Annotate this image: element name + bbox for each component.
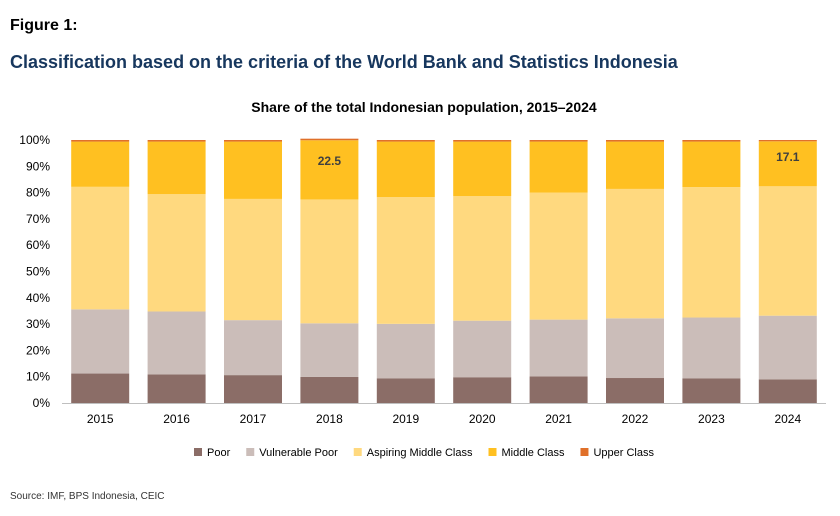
y-tick-label: 0%	[33, 396, 51, 410]
legend-swatch	[353, 448, 362, 456]
x-tick-label: 2016	[163, 412, 190, 426]
bar-segment	[606, 140, 664, 142]
legend-swatch	[246, 448, 255, 456]
bar-segment	[758, 315, 817, 380]
bar-segment	[758, 379, 817, 403]
bar-segment	[300, 199, 359, 324]
bar-segment	[376, 140, 435, 142]
bar-segment	[606, 188, 664, 319]
bar-segment	[224, 198, 282, 321]
data-label: 17.1	[776, 150, 800, 164]
bar-segment	[453, 320, 512, 378]
bar-segment	[453, 140, 512, 142]
bar-segment	[224, 140, 282, 142]
y-tick-label: 90%	[26, 159, 50, 173]
bar-segment	[71, 186, 130, 310]
bar-segment	[529, 319, 588, 377]
y-tick-label: 70%	[26, 212, 50, 226]
bar-segment	[529, 141, 588, 193]
x-tick-label: 2017	[240, 412, 267, 426]
y-tick-label: 80%	[26, 186, 50, 200]
stacked-bar-chart: Share of the total Indonesian population…	[19, 99, 826, 459]
legend-label: Aspiring Middle Class	[367, 447, 473, 459]
y-tick-label: 40%	[26, 291, 50, 305]
bar-segment	[606, 318, 664, 379]
legend: Poor Vulnerable Poor Aspiring Middle Class…	[194, 447, 654, 459]
bar-segment	[71, 141, 130, 187]
legend-swatch	[580, 448, 589, 456]
y-tick-label: 10%	[26, 370, 50, 384]
bar-segment	[376, 197, 435, 324]
data-label: 22.5	[318, 154, 342, 168]
bar-segment	[758, 140, 817, 142]
annotations: 22.5 17.1	[318, 150, 800, 168]
y-tick-label: 50%	[26, 265, 50, 279]
x-tick-label: 2022	[622, 412, 649, 426]
bar-segment	[606, 378, 664, 403]
bar-segment	[71, 309, 130, 374]
y-tick-label: 30%	[26, 317, 50, 331]
bar-segment	[606, 141, 664, 189]
bar-segment	[376, 141, 435, 198]
bars	[71, 138, 817, 403]
x-tick-label: 2023	[698, 412, 725, 426]
y-tick-label: 60%	[26, 238, 50, 252]
bar-segment	[529, 140, 588, 142]
bar-segment	[758, 141, 817, 187]
y-tick-label: 100%	[19, 133, 50, 147]
bar-segment	[71, 373, 130, 403]
legend-swatch	[488, 448, 497, 456]
bar-segment	[147, 311, 206, 375]
chart-title: Share of the total Indonesian population…	[251, 99, 597, 115]
legend-label: Poor	[207, 447, 231, 459]
x-axis: 2015 2016 2017 2018 2019 2020 2021 2022 2023 2024	[62, 403, 826, 426]
source-note: Source: IMF, BPS Indonesia, CEIC	[10, 491, 165, 502]
bar-segment	[71, 140, 130, 142]
legend-label: Upper Class	[593, 447, 654, 459]
y-tick-label: 20%	[26, 343, 50, 357]
x-tick-label: 2021	[545, 412, 572, 426]
bar-segment	[529, 376, 588, 403]
bar-segment	[453, 196, 512, 321]
legend-label: Middle Class	[502, 447, 565, 459]
bar-segment	[224, 375, 282, 403]
bar-segment	[147, 140, 206, 142]
bar-segment	[758, 186, 817, 316]
x-tick-label: 2015	[87, 412, 114, 426]
bar-segment	[453, 377, 512, 403]
bar-segment	[147, 141, 206, 195]
bar-segment	[300, 140, 359, 200]
figure-label: Figure 1:	[10, 17, 78, 34]
bar-segment	[147, 374, 206, 403]
bar-segment	[224, 141, 282, 199]
x-tick-label: 2018	[316, 412, 343, 426]
x-tick-label: 2019	[392, 412, 419, 426]
bar-segment	[300, 376, 359, 403]
y-axis: 0% 10% 20% 30% 40% 50% 60% 70% 80% 90% 100%	[19, 133, 50, 410]
bar-segment	[147, 194, 206, 312]
bar-segment	[529, 192, 588, 320]
x-tick-label: 2024	[774, 412, 801, 426]
bar-segment	[376, 323, 435, 379]
bar-segment	[300, 323, 359, 377]
bar-segment	[376, 378, 435, 403]
bar-segment	[224, 320, 282, 376]
bar-segment	[682, 317, 741, 379]
bar-segment	[682, 141, 741, 188]
figure-title: Classification based on the criteria of …	[10, 52, 678, 72]
bar-segment	[682, 378, 741, 403]
bar-segment	[300, 138, 359, 141]
bar-segment	[682, 187, 741, 318]
legend-swatch	[194, 448, 202, 456]
x-tick-label: 2020	[469, 412, 496, 426]
legend-label: Vulnerable Poor	[259, 447, 338, 459]
bar-segment	[682, 140, 741, 142]
bar-segment	[453, 141, 512, 197]
